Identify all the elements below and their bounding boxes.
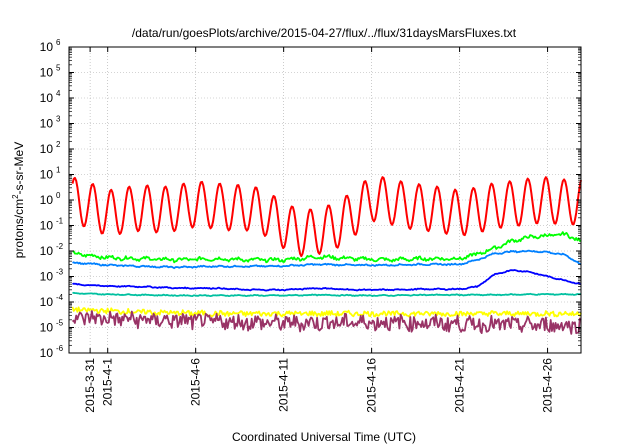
- y-axis-label: protons/cm2-s-sr-MeV: [11, 142, 26, 258]
- y-tick-label: 10 1: [40, 166, 61, 182]
- grid: [69, 47, 581, 353]
- y-tick-label: 10 -3: [40, 268, 64, 284]
- series-line: [71, 176, 582, 258]
- series-lines: [71, 176, 582, 335]
- y-tick-label: 10 -6: [40, 344, 64, 360]
- series-line: [72, 231, 582, 264]
- x-tick-label: 2015-4-21: [453, 358, 467, 413]
- y-tick-label: 10 -4: [40, 293, 64, 309]
- chart-title: /data/run/goesPlots/archive/2015-04-27/f…: [132, 26, 517, 40]
- y-tick-label: 10 6: [40, 38, 61, 54]
- series-line: [71, 306, 582, 318]
- x-tick-label: 2015-4-26: [541, 358, 555, 413]
- x-tick-label: 2015-3-31: [83, 358, 97, 413]
- x-tick-label: 2015-4-11: [277, 358, 291, 412]
- series-line: [72, 291, 582, 298]
- y-tick-label: 10 5: [40, 64, 61, 80]
- y-tick-label: 10 -2: [40, 242, 64, 258]
- x-tick-label: 2015-4-16: [365, 358, 379, 413]
- y-tick-label: 10 3: [40, 115, 61, 131]
- y-tick-label: 10 -1: [40, 217, 64, 233]
- y-tick-label: 10 2: [40, 140, 61, 156]
- y-tick-label: 10 4: [40, 89, 61, 105]
- x-tick-label: 2015-4-6: [189, 358, 203, 406]
- y-tick-label: 10 -5: [40, 319, 64, 335]
- series-line: [71, 310, 582, 335]
- y-axis-ticks: 10 -6 10 -5 10 -4 10 -3 10 -2 10 -1 10 0 10 1 10 2 10 3 10 4 1…: [40, 38, 581, 360]
- series-line: [72, 249, 582, 270]
- x-tick-label: 2015-4-1: [101, 358, 115, 406]
- y-tick-label: 10 0: [40, 191, 61, 207]
- series-line: [72, 269, 582, 292]
- x-axis-label: Coordinated Universal Time (UTC): [232, 430, 416, 444]
- x-axis-ticks: 2015-3-31 2015-4-1 2015-4-6 2015-4-11 2015-4…: [83, 47, 555, 413]
